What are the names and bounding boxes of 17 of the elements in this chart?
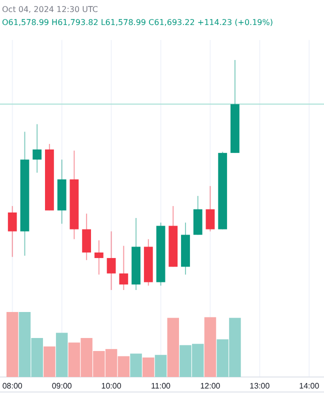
x-tick-label: 09:00	[52, 382, 72, 391]
x-tick-label: 10:00	[101, 382, 122, 391]
bar	[6, 312, 18, 377]
bar	[167, 318, 180, 377]
bar	[204, 317, 216, 377]
bar	[142, 358, 154, 377]
x-tick-label: 11:00	[151, 382, 172, 391]
bar	[44, 346, 56, 377]
x-tick-label: 08:00	[2, 382, 23, 391]
bar	[56, 332, 68, 377]
bar	[154, 354, 167, 377]
x-tick-label: 14:00	[299, 382, 320, 391]
x-tick-label: 12:00	[200, 382, 221, 391]
text: O61,578.99 H61,793.82 L61,578.99 C61,693.22 +114.23 (+0.19%)	[2, 18, 273, 27]
text: Oct 04, 2024 12:30 UTC	[2, 5, 98, 14]
bar	[130, 354, 142, 377]
x-tick-label: 13:00	[250, 382, 270, 391]
